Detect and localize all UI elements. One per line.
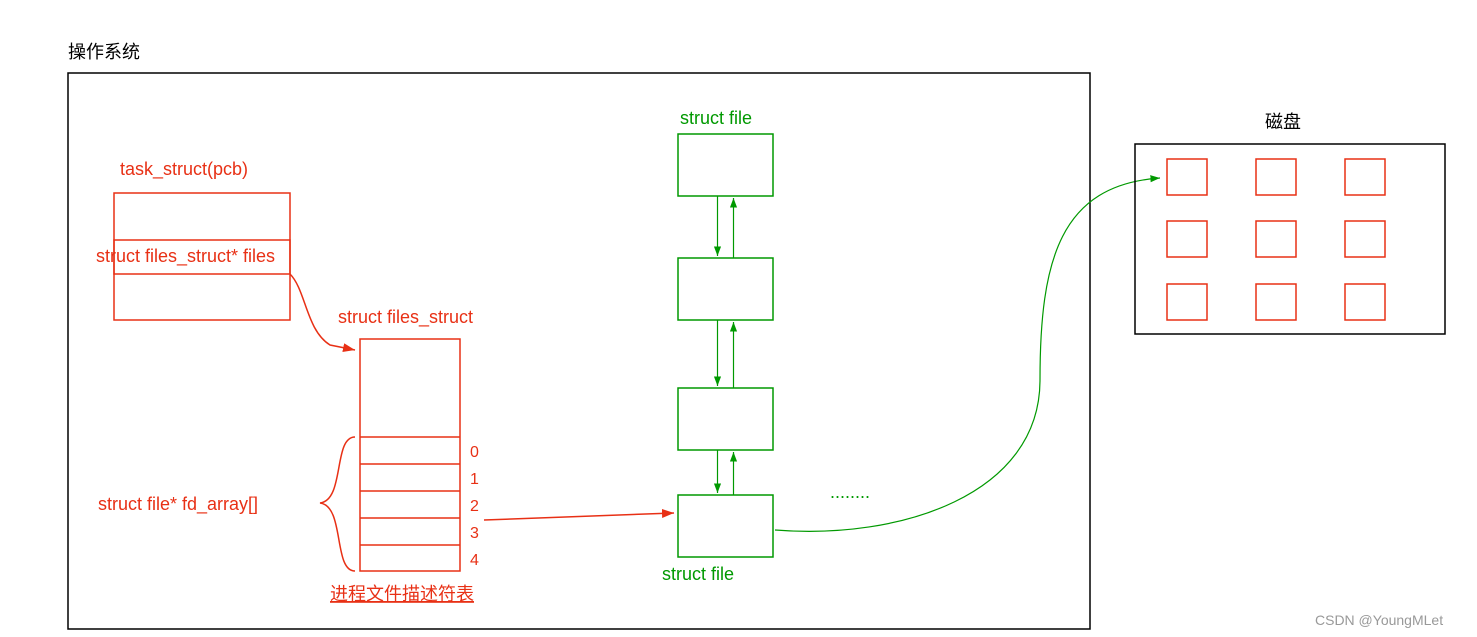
struct-file-node [678, 388, 773, 450]
fd-array-brace [320, 437, 355, 571]
fd-index: 3 [470, 525, 479, 542]
fd-index: 1 [470, 471, 479, 488]
disk-block [1167, 159, 1207, 195]
struct-file-node [678, 134, 773, 196]
disk-block [1345, 159, 1385, 195]
disk-block [1256, 159, 1296, 195]
struct-file-node [678, 495, 773, 557]
disk-box [1135, 144, 1445, 334]
fd-array-label: struct file* fd_array[] [98, 494, 258, 515]
disk-block [1345, 221, 1385, 257]
os-box [68, 73, 1090, 629]
disk-block [1345, 284, 1385, 320]
fd-index: 4 [470, 552, 479, 569]
struct-file-top-label: struct file [680, 108, 752, 128]
files-struct-box [360, 339, 460, 571]
disk-block [1256, 221, 1296, 257]
struct-file-bottom-label: struct file [662, 564, 734, 584]
fd-table-caption: 进程文件描述符表 [330, 584, 474, 604]
fd-index: 2 [470, 498, 479, 515]
struct-file-node [678, 258, 773, 320]
arrow-file-to-disk [775, 178, 1160, 531]
arrow-fd-to-file [484, 513, 674, 520]
fd-index: 0 [470, 444, 479, 461]
dots-label: ........ [830, 482, 870, 502]
os-title: 操作系统 [68, 42, 140, 62]
files-struct-label: struct files_struct [338, 307, 473, 328]
disk-block [1167, 221, 1207, 257]
files-ptr-label: struct files_struct* files [96, 246, 275, 267]
disk-block [1256, 284, 1296, 320]
task-struct-label: task_struct(pcb) [120, 159, 248, 180]
disk-block [1167, 284, 1207, 320]
disk-label: 磁盘 [1265, 112, 1301, 132]
diagram-svg: 操作系统 task_struct(pcb)struct files_struct*… [0, 0, 1477, 637]
watermark: CSDN @YoungMLet [1315, 612, 1443, 628]
